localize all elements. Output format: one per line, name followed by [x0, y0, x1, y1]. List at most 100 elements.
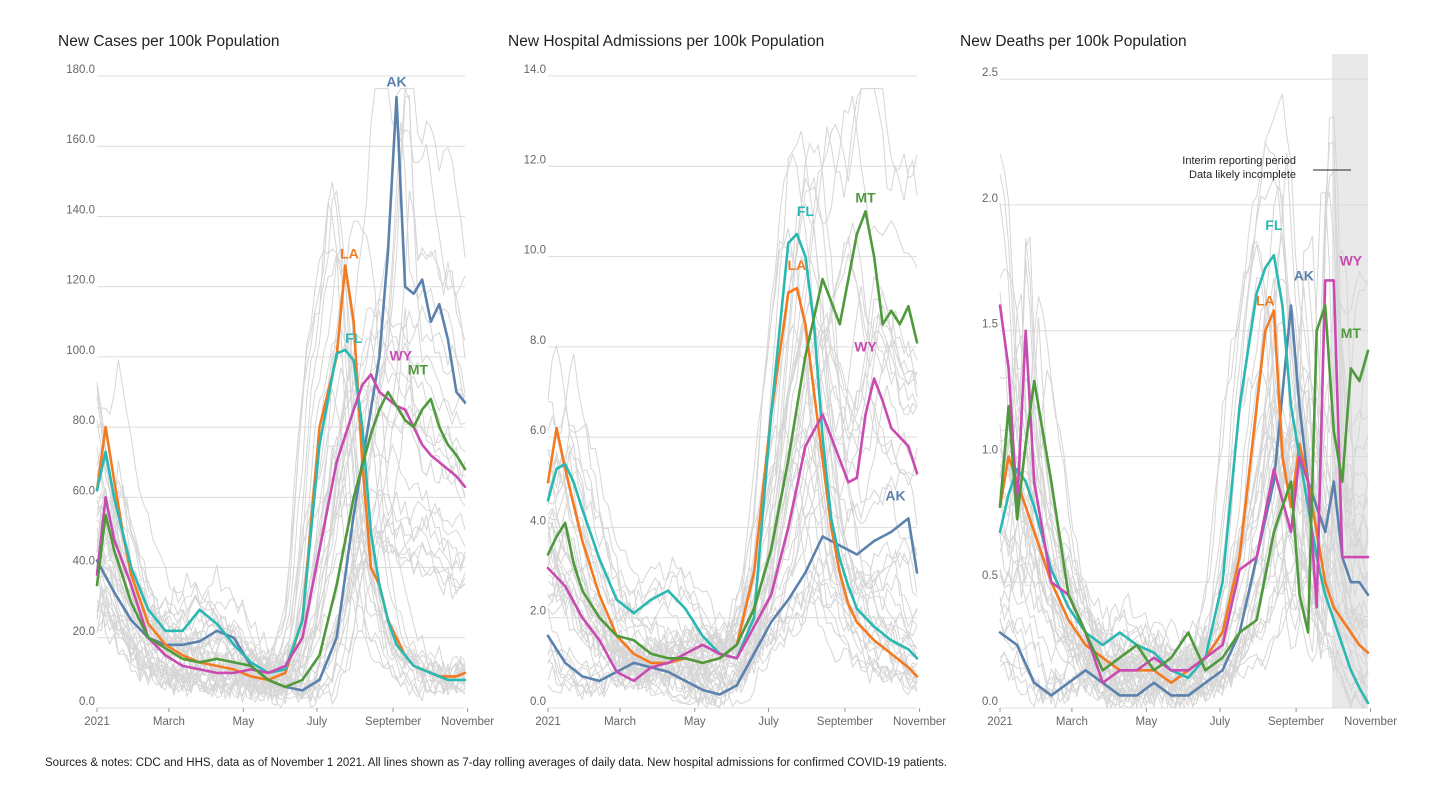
other-state-line: [96, 514, 466, 701]
x-tick-label: July: [758, 716, 779, 728]
other-state-line: [999, 235, 1369, 675]
series-label-la: LA: [788, 257, 807, 273]
x-tick-label: September: [365, 716, 421, 728]
deaths-chart-title: New Deaths per 100k Population: [960, 33, 1187, 50]
series-line-fl: [95, 348, 467, 682]
series-line-mt: [546, 210, 919, 665]
y-tick-label: 2.0: [530, 606, 546, 618]
series-label-fl: FL: [345, 330, 363, 346]
other-state-line: [96, 88, 466, 694]
other-state-line: [96, 88, 466, 695]
series-label-mt: MT: [408, 361, 429, 377]
cases-chart-title: New Cases per 100k Population: [58, 33, 280, 50]
series-label-wy: WY: [390, 347, 413, 363]
x-tick-label: July: [307, 716, 328, 728]
other-state-line: [96, 530, 466, 704]
other-state-line: [547, 286, 918, 686]
series-line-wy: [546, 377, 919, 683]
y-tick-label: 0.0: [530, 696, 546, 708]
series-label-ak: AK: [885, 487, 905, 503]
other-state-line: [96, 488, 466, 699]
y-tick-label: 140.0: [66, 204, 95, 216]
series-label-mt: MT: [855, 189, 876, 205]
series-label-wy: WY: [1340, 252, 1363, 268]
series-label-ak: AK: [386, 74, 406, 90]
other-state-line: [547, 253, 918, 673]
x-tick-label: March: [153, 716, 185, 728]
y-tick-label: 8.0: [530, 335, 546, 347]
y-tick-label: 6.0: [530, 425, 546, 437]
y-tick-label: 12.0: [524, 154, 546, 166]
admissions-chart-title: New Hospital Admissions per 100k Populat…: [508, 33, 825, 50]
other-state-line: [96, 536, 466, 709]
other-state-line: [547, 412, 918, 689]
cases-chart-panel: New Cases per 100k Population 0.0 20.0 40.…: [0, 0, 494, 760]
other-state-line: [999, 191, 1369, 670]
x-tick-label: July: [1210, 716, 1231, 728]
other-state-line: [999, 191, 1369, 680]
y-tick-label: 160.0: [66, 134, 95, 146]
other-state-line: [547, 152, 918, 670]
series-line-ak: [998, 304, 1370, 697]
other-state-line: [999, 434, 1368, 709]
other-state-line: [999, 396, 1369, 687]
other-state-line: [96, 248, 466, 685]
deaths-chart: 0.0 0.5 1.0 1.5 2.0 2.5 2021 March May July Septem…: [982, 54, 1397, 728]
other-state-line: [547, 462, 918, 694]
other-state-line: [999, 234, 1369, 706]
x-tick-label: March: [604, 716, 636, 728]
x-tick-label: 2021: [987, 716, 1013, 728]
x-tick-label: 2021: [535, 716, 561, 728]
x-tick-label: May: [1135, 716, 1157, 728]
other-states-lines: [999, 93, 1369, 710]
y-tick-label: 80.0: [73, 415, 95, 427]
series-label-mt: MT: [1341, 325, 1362, 341]
y-tick-label: 0.5: [982, 570, 998, 582]
other-state-line: [96, 470, 466, 703]
other-state-line: [96, 397, 466, 689]
other-state-line: [547, 314, 918, 686]
y-tick-label: 1.5: [982, 319, 998, 331]
series-label-la: LA: [340, 246, 359, 262]
y-tick-label: 4.0: [530, 515, 546, 527]
series-line-la: [546, 286, 919, 678]
annotation-text: Interim reporting period: [1182, 155, 1296, 167]
deaths-chart-panel: New Deaths per 100k Population 0.0 0.5 1.0…: [904, 0, 1397, 760]
other-state-line: [547, 341, 918, 684]
cases-chart: 0.0 20.0 40.0 60.0 80.0 100.0 120.0 140.0 160.0 1…: [66, 64, 494, 728]
y-tick-label: 180.0: [66, 64, 95, 76]
other-state-line: [547, 468, 918, 704]
y-tick-label: 60.0: [73, 485, 95, 497]
series-label-fl: FL: [1265, 217, 1283, 233]
x-tick-label: May: [684, 716, 706, 728]
series-line-wy: [95, 373, 467, 675]
y-tick-label: 40.0: [73, 556, 95, 568]
admissions-chart-panel: New Hospital Admissions per 100k Populat…: [452, 0, 947, 760]
series-label-fl: FL: [797, 203, 815, 219]
series-line-ak: [546, 517, 919, 696]
series-label-la: LA: [1256, 293, 1275, 309]
y-tick-label: 20.0: [73, 626, 95, 638]
y-tick-label: 120.0: [66, 275, 95, 287]
other-state-line: [96, 297, 466, 686]
x-tick-label: September: [817, 716, 873, 728]
other-state-line: [547, 422, 918, 696]
other-state-line: [547, 88, 918, 656]
other-state-line: [96, 220, 466, 672]
y-tick-label: 0.0: [982, 696, 998, 708]
x-tick-label: November: [441, 716, 494, 728]
series-line-mt: [95, 390, 467, 689]
x-tick-label: November: [1344, 716, 1397, 728]
y-tick-label: 100.0: [66, 345, 95, 357]
x-tick-label: March: [1056, 716, 1088, 728]
other-state-line: [96, 317, 466, 677]
other-state-line: [96, 253, 466, 685]
y-tick-label: 0.0: [79, 696, 95, 708]
other-state-line: [96, 121, 466, 698]
y-tick-label: 2.5: [982, 67, 998, 79]
y-tick-label: 2.0: [982, 193, 998, 205]
admissions-chart: 0.0 2.0 4.0 6.0 8.0 10.0 12.0 14.0 2021 March May J…: [524, 64, 947, 728]
series-label-wy: WY: [854, 338, 877, 354]
y-tick-label: 1.0: [982, 444, 998, 456]
series-line-fl: [998, 253, 1370, 705]
